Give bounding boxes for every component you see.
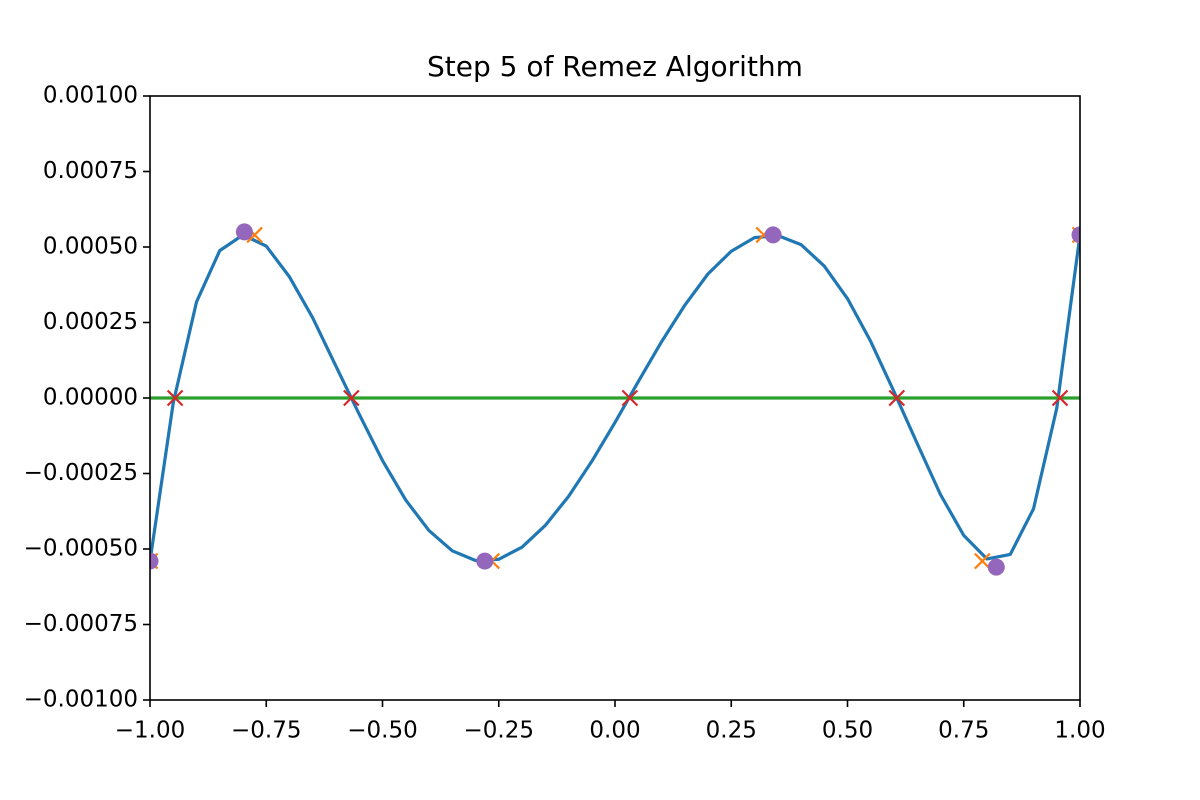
y-tick-label: −0.00075 <box>24 611 138 637</box>
x-tick-label: 1.00 <box>1054 718 1105 744</box>
point-marker <box>235 223 253 241</box>
y-tick-label: 0.00000 <box>43 385 138 411</box>
y-tick-label: 0.00050 <box>43 234 138 260</box>
x-tick-label: 0.50 <box>822 718 873 744</box>
plot-area <box>150 223 1080 576</box>
point-marker <box>476 552 494 570</box>
y-tick-label: −0.00050 <box>24 536 138 562</box>
x-tick-label: −1.00 <box>115 718 185 744</box>
point-marker <box>764 226 782 244</box>
x-tick-label: −0.25 <box>464 718 534 744</box>
x-tick-label: −0.50 <box>347 718 417 744</box>
x-marker <box>974 552 991 570</box>
y-tick-label: −0.00100 <box>24 687 138 713</box>
x-tick-label: 0.25 <box>706 718 757 744</box>
series-line <box>150 233 1080 563</box>
y-tick-label: −0.00025 <box>24 460 138 486</box>
x-tick-label: 0.00 <box>589 718 640 744</box>
y-tick-label: 0.00025 <box>43 309 138 335</box>
point-marker <box>150 552 159 570</box>
x-marker <box>1051 389 1069 407</box>
x-marker <box>888 389 906 407</box>
y-tick-label: 0.00100 <box>43 83 138 109</box>
x-tick-label: 0.75 <box>938 718 989 744</box>
x-tick-label: −0.75 <box>231 718 301 744</box>
y-tick-label: 0.00075 <box>43 158 138 184</box>
point-marker <box>1071 226 1080 244</box>
x-marker <box>621 389 639 407</box>
chart-title: Step 5 of Remez Algorithm <box>427 50 803 83</box>
x-marker <box>343 389 360 407</box>
point-marker <box>987 558 1005 576</box>
x-marker <box>166 389 184 407</box>
